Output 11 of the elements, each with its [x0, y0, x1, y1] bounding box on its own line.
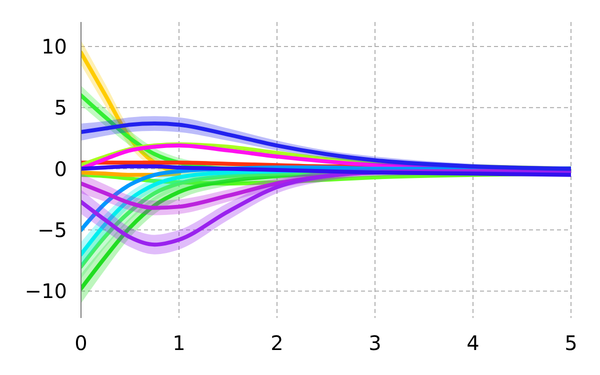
- y-tick-label: 10: [42, 34, 67, 58]
- y-tick-label: −5: [38, 218, 67, 242]
- x-tick-label: 0: [74, 331, 88, 355]
- y-tick-label: 0: [54, 156, 67, 181]
- x-tick-label: 1: [172, 331, 186, 355]
- y-tick-label: 5: [54, 96, 67, 120]
- y-tick-label: −10: [24, 279, 67, 304]
- x-tick-label: 4: [466, 331, 480, 355]
- x-tick-label: 5: [564, 331, 578, 355]
- x-tick-label: 3: [368, 331, 382, 355]
- x-tick-label: 2: [270, 331, 284, 355]
